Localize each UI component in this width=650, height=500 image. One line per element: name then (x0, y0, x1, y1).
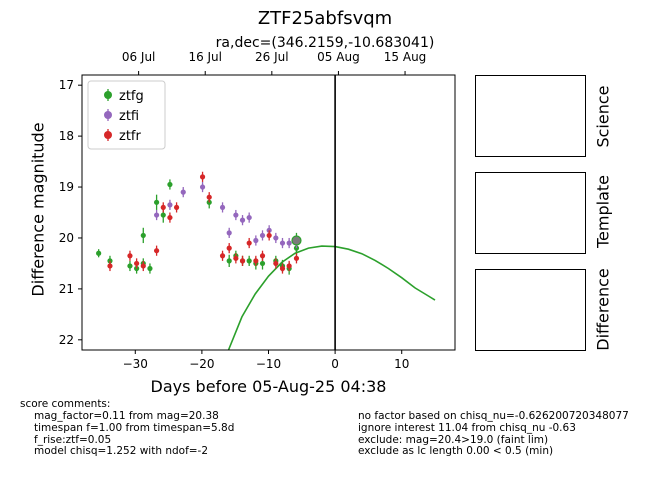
x-axis-label: Days before 05-Aug-25 04:38 (150, 377, 387, 396)
ztfi-point (154, 212, 160, 218)
legend-label-ztfg: ztfg (119, 89, 144, 104)
ztfg-point (127, 263, 133, 269)
top-tick-label: 16 Jul (188, 50, 222, 64)
score-comment-left-1: mag_factor=0.11 from mag=20.38 (34, 410, 219, 422)
score-comment-right-2: ignore interest 11.04 from chisq_nu -0.6… (358, 422, 576, 434)
ztfr-point (266, 232, 272, 239)
x-tick-label: 10 (394, 357, 409, 371)
ztfr-point (273, 260, 279, 267)
ztfi-point (226, 230, 232, 236)
difference-panel (475, 269, 586, 351)
ztfi-point (167, 202, 173, 208)
top-tick-label: 05 Aug (317, 50, 360, 64)
ztfg-point (226, 258, 232, 264)
score-comments-header: score comments: (20, 398, 111, 410)
ztfg-point (160, 212, 166, 218)
ztfi-point (233, 212, 239, 218)
ztfg-point (140, 232, 146, 239)
template-panel (475, 172, 586, 254)
ztfr-point (279, 265, 286, 272)
top-tick-label: 06 Jul (122, 50, 156, 64)
ztfi-point (279, 240, 286, 246)
top-tick-label: 15 Aug (384, 50, 427, 64)
ztfi-point (286, 240, 292, 246)
ztfr-point (160, 204, 166, 211)
ztfi-point (180, 189, 186, 195)
ztfi-point (246, 214, 252, 221)
ztfr-point (253, 258, 259, 264)
score-comment-left-4: model chisq=1.252 with ndof=-2 (34, 445, 209, 457)
ztfg-point (167, 181, 173, 188)
score-comment-right-1: no factor based on chisq_nu=-0.626200720… (358, 411, 629, 422)
model-curve (227, 245, 436, 350)
ztfi-point (199, 184, 206, 190)
y-tick-label: 20 (59, 231, 74, 245)
ztfi-point (239, 217, 246, 223)
x-tick-label: 0 (331, 357, 339, 371)
ztfr-point (167, 214, 173, 221)
y-tick-label: 19 (59, 180, 74, 194)
difference-label: Difference (593, 268, 613, 351)
score-comment-left-3: f_rise:ztf=0.05 (34, 434, 112, 446)
ztfr-point (127, 253, 133, 259)
ztfg-point (259, 260, 266, 267)
ztfi-point (266, 227, 272, 233)
x-tick-label: −10 (256, 357, 281, 371)
ztfi-point (253, 237, 259, 244)
ztfr-point (206, 194, 212, 200)
ztfi-point (259, 232, 266, 239)
legend-marker-ztfr (104, 131, 112, 139)
ztfr-point (173, 204, 180, 211)
legend-label-ztfr: ztfr (119, 129, 141, 144)
score-comment-right-4: exclude as lc length 0.00 < 0.5 (min) (358, 445, 554, 457)
score-comment-left-2: timespan f=1.00 from timespan=5.8d (34, 422, 235, 434)
ztfg-point (246, 258, 252, 264)
ztfr-point (134, 260, 140, 267)
chart-title: ZTF25abfsvqm (257, 8, 393, 29)
ztfi-point (219, 204, 226, 211)
ztfr-point (107, 263, 113, 269)
ztfr-point (239, 258, 246, 264)
y-tick-label: 22 (59, 333, 74, 347)
y-axis-label: Difference magnitude (28, 122, 48, 297)
science-panel (475, 75, 586, 157)
chart-subtitle: ra,dec=(346.2159,-10.683041) (215, 35, 435, 51)
ztfr-point (219, 253, 226, 259)
ztfr-point (233, 255, 239, 261)
y-tick-label: 17 (59, 78, 74, 92)
legend-label-ztfi: ztfi (119, 109, 139, 124)
x-tick-label: −20 (189, 357, 214, 371)
ztfg-point (96, 250, 102, 256)
y-tick-label: 21 (59, 282, 74, 296)
top-tick-label: 26 Jul (255, 50, 289, 64)
latest-point-marker (291, 235, 302, 246)
ztfr-point (286, 263, 292, 269)
x-tick-label: −30 (123, 357, 148, 371)
ztfr-point (293, 255, 300, 261)
ztfg-point (154, 199, 160, 205)
y-tick-label: 18 (59, 129, 74, 143)
ztfr-point (154, 248, 160, 254)
ztfr-point (199, 174, 206, 180)
ztfr-point (140, 263, 146, 269)
legend-marker-ztfi (104, 111, 112, 119)
ztfi-point (273, 235, 279, 241)
ztfr-point (226, 245, 232, 251)
ztfr-point (259, 253, 266, 259)
score-comment-right-3: exclude: mag=20.4>19.0 (faint lim) (358, 434, 549, 446)
legend-marker-ztfg (104, 91, 112, 99)
ztfg-point (147, 265, 153, 272)
ztfr-point (246, 240, 252, 246)
